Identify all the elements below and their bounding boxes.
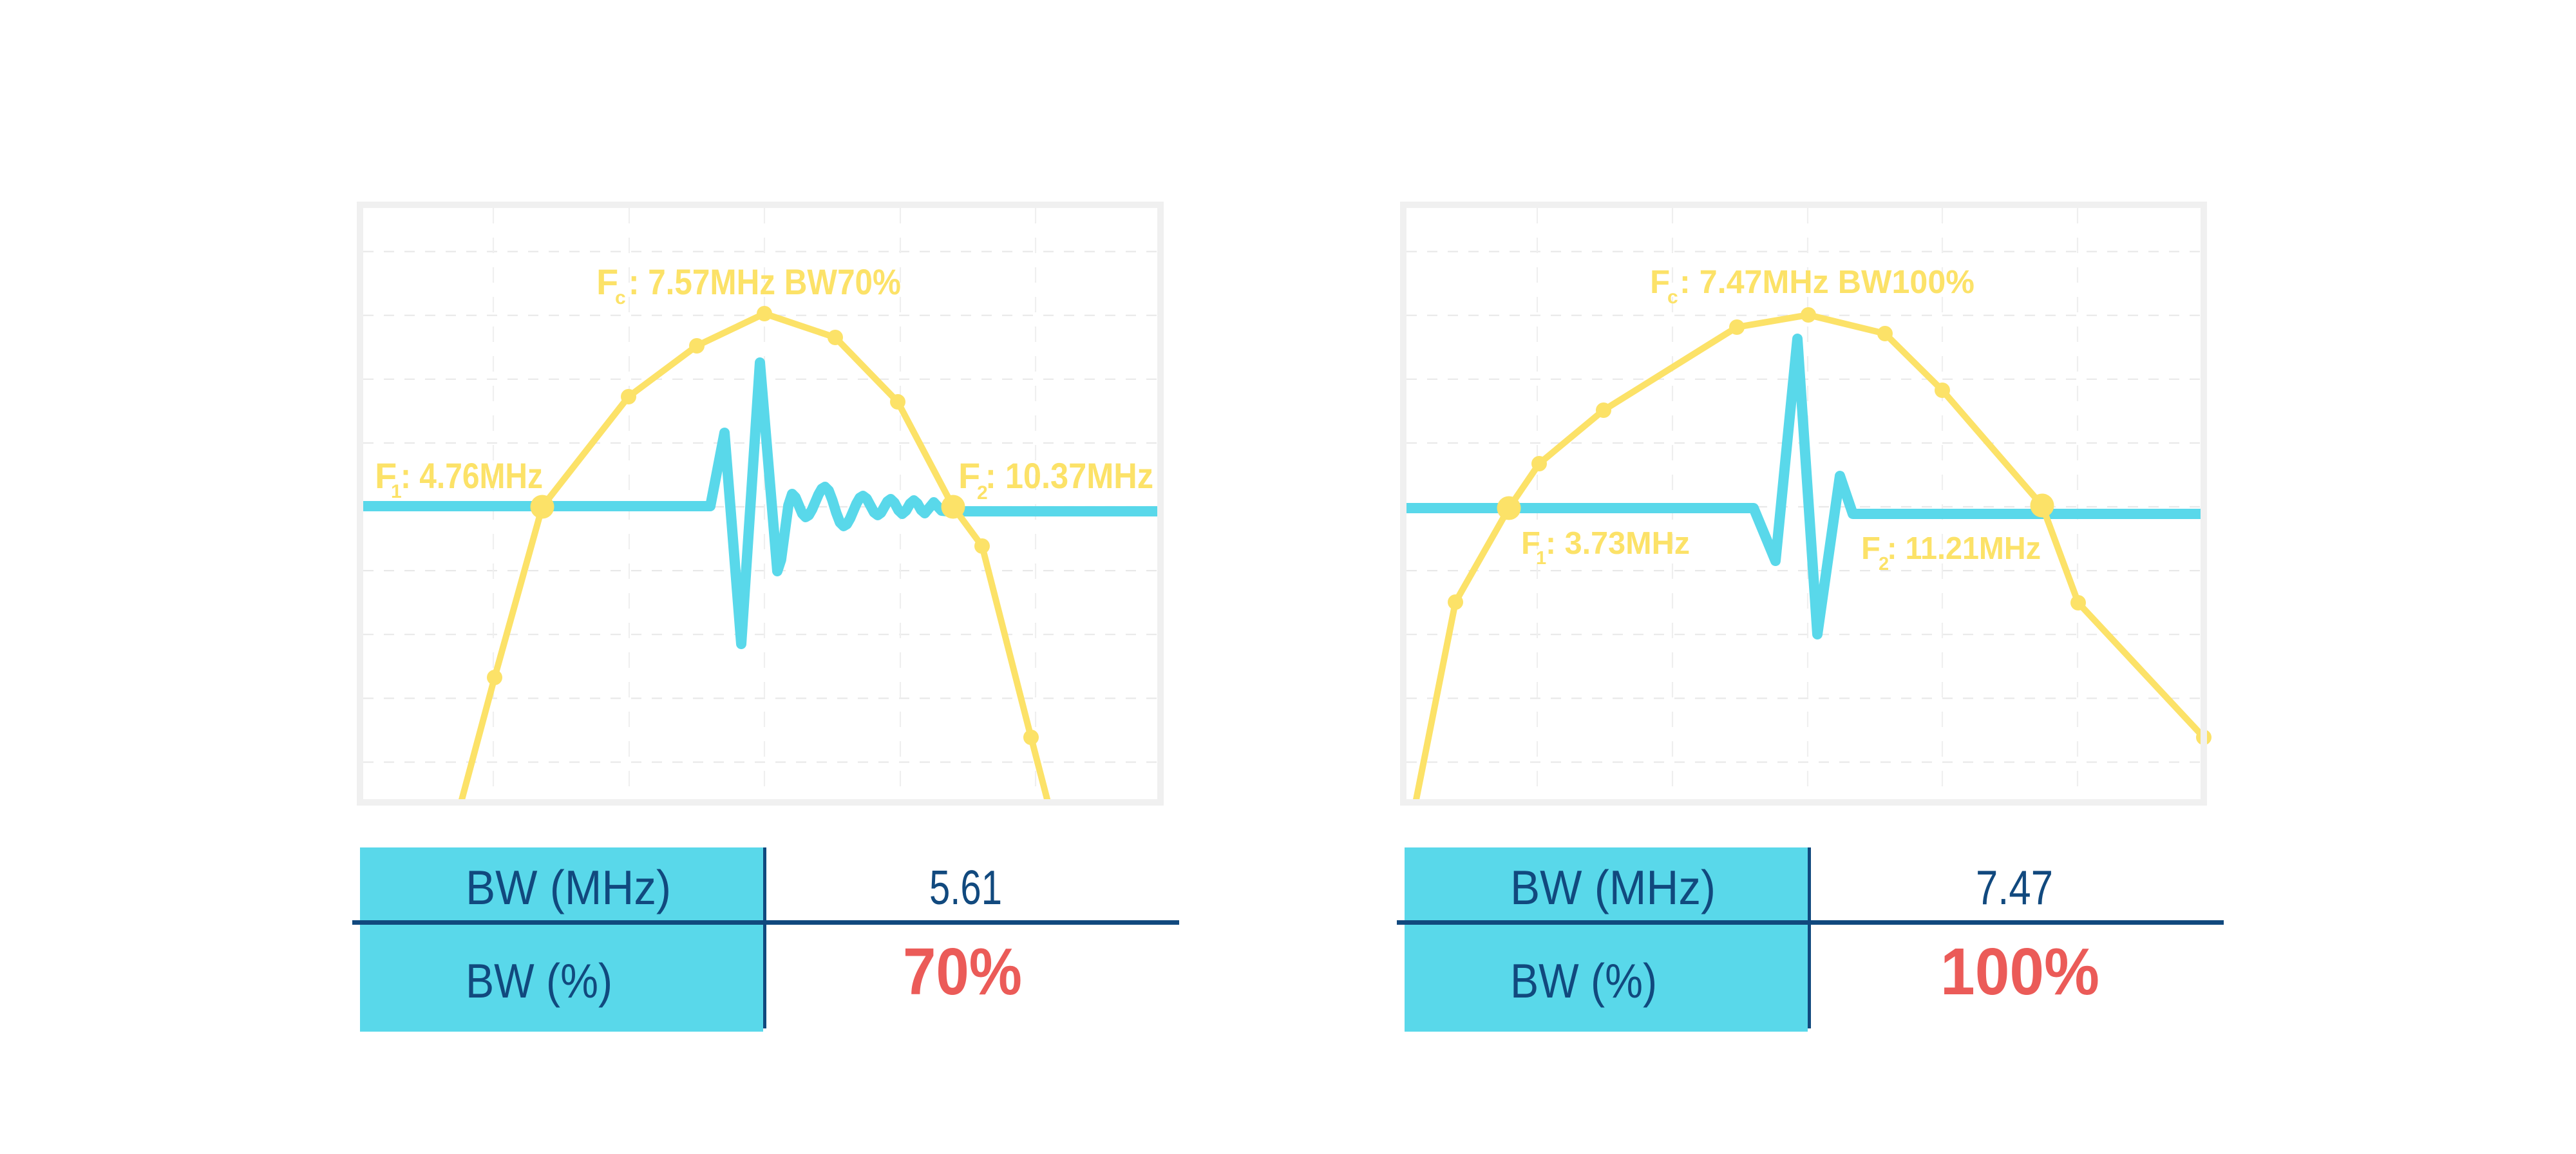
svg-text:1: 1 [391,481,402,502]
svg-text:F: F [375,455,397,496]
svg-text:F: F [1650,263,1670,300]
svg-text:BW (%): BW (%) [466,954,612,1008]
svg-text:F: F [958,455,980,496]
svg-text:BW (%): BW (%) [1510,954,1657,1008]
svg-text:70%: 70% [903,934,1022,1008]
svg-text:2: 2 [1879,554,1889,574]
svg-text:: 10.37MHz: : 10.37MHz [985,455,1153,496]
svg-text:F: F [1521,526,1540,561]
svg-text:BW (MHz): BW (MHz) [466,860,671,914]
svg-text:: 7.47MHz BW100%: : 7.47MHz BW100% [1680,263,1975,300]
svg-text:c: c [615,287,626,308]
svg-text:F: F [1861,531,1880,566]
svg-text:7.47: 7.47 [1976,860,2053,914]
svg-text:: 4.76MHz: : 4.76MHz [401,455,543,496]
svg-text:c: c [1667,287,1678,308]
svg-text:100%: 100% [1940,934,2099,1008]
svg-text:: 11.21MHz: : 11.21MHz [1887,531,2041,566]
svg-text:5.61: 5.61 [929,860,1002,914]
svg-text:2: 2 [977,482,988,504]
svg-text:: 7.57MHz BW70%: : 7.57MHz BW70% [629,261,901,302]
svg-text:: 3.73MHz: : 3.73MHz [1546,526,1690,561]
svg-text:F: F [596,261,618,302]
svg-text:1: 1 [1536,548,1546,569]
svg-text:BW (MHz): BW (MHz) [1510,860,1716,914]
